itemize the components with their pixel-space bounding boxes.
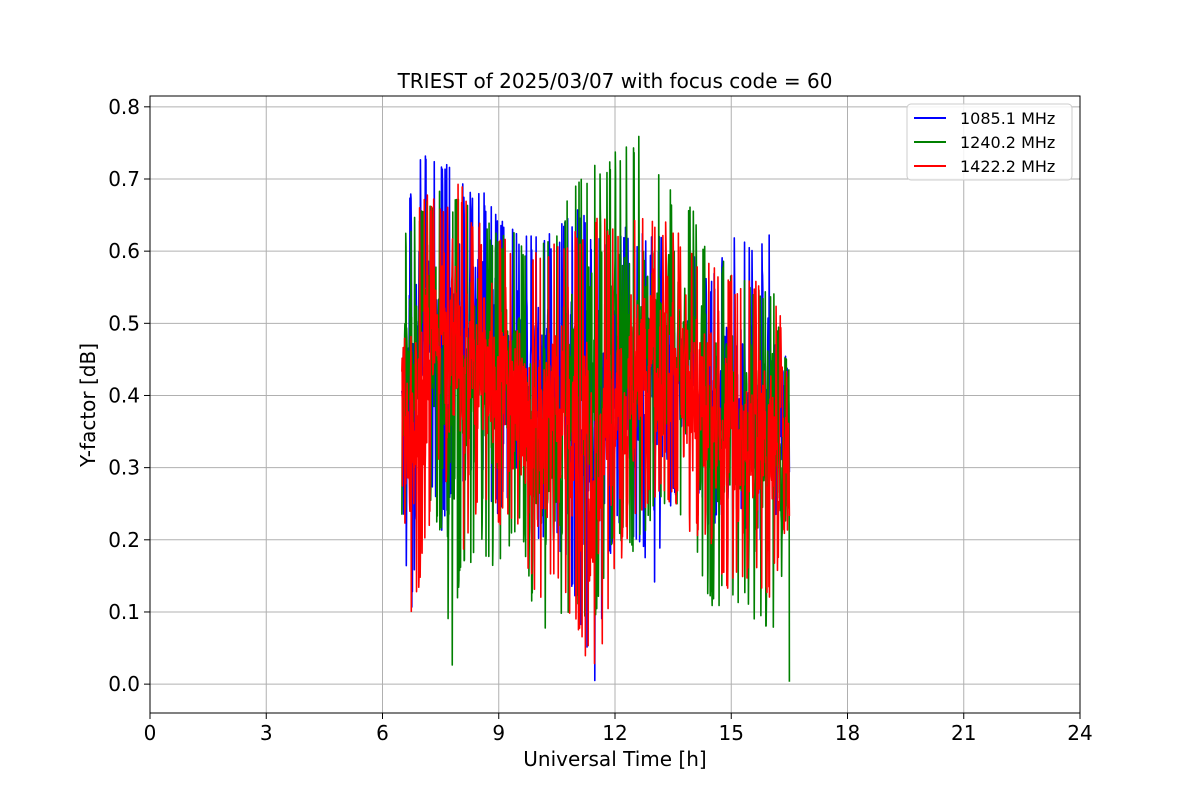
x-tick-label: 9 [492,721,505,745]
y-tick-label: 0.4 [108,383,140,407]
x-tick-label: 3 [260,721,273,745]
x-tick-label: 12 [602,721,627,745]
ticks: 0 3 6 9 12 15 18 21 24 0.0 0.1 0.2 0.3 0.4 0.5 0.6 0.7 0.… [108,95,1093,745]
legend: 1085.1 MHz 1240.2 MHz 1422.2 MHz [906,103,1073,181]
legend-label-1: 1085.1 MHz [960,109,1055,128]
x-axis-label: Universal Time [h] [523,747,706,771]
series-line-3 [401,183,791,665]
y-tick-label: 0.8 [108,95,140,119]
x-tick-label: 0 [144,721,157,745]
y-tick-label: 0.2 [108,528,140,552]
chart-title: TRIEST of 2025/03/07 with focus code = 6… [397,69,833,93]
series-layer [401,135,791,682]
y-tick-label: 0.3 [108,456,140,480]
x-tick-label: 24 [1067,721,1092,745]
y-tick-label: 0.0 [108,672,140,696]
x-tick-label: 15 [719,721,744,745]
x-tick-label: 6 [376,721,389,745]
y-axis-label: Y-factor [dB] [76,343,100,468]
y-tick-label: 0.6 [108,239,140,263]
x-tick-label: 21 [951,721,976,745]
y-tick-label: 0.1 [108,600,140,624]
legend-box [906,103,1073,181]
legend-label-2: 1240.2 MHz [960,133,1055,152]
x-tick-label: 18 [835,721,860,745]
y-tick-label: 0.5 [108,311,140,335]
y-tick-label: 0.7 [108,167,140,191]
legend-label-3: 1422.2 MHz [960,157,1055,176]
